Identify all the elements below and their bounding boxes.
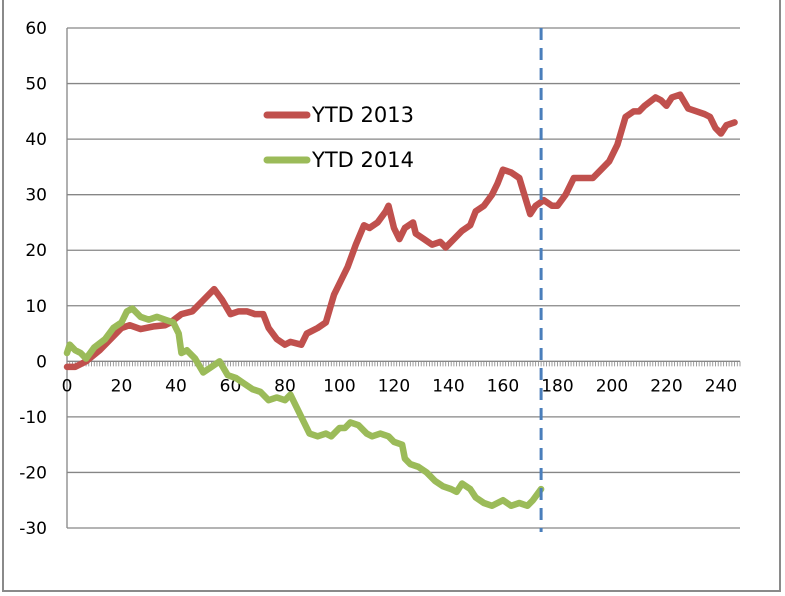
legend-label-2013: YTD 2013 <box>311 103 414 127</box>
y-tick-label: 50 <box>25 75 47 95</box>
x-tick-label: 80 <box>274 376 296 396</box>
y-tick-label: -30 <box>19 519 47 539</box>
legend-label-2014: YTD 2014 <box>311 148 414 172</box>
y-tick-label: -10 <box>19 408 47 428</box>
x-tick-label: 20 <box>111 376 133 396</box>
x-tick-label: 140 <box>432 376 464 396</box>
x-tick-label: 220 <box>650 376 682 396</box>
y-tick-label: 40 <box>25 130 47 150</box>
legend: YTD 2013 YTD 2014 <box>263 103 414 172</box>
x-tick-label: 180 <box>541 376 573 396</box>
series-line-ytd-2013 <box>63 91 738 371</box>
x-tick-label: 240 <box>705 376 737 396</box>
x-tick-label: 120 <box>378 376 410 396</box>
y-tick-label: 30 <box>25 186 47 206</box>
series-line-ytd-2014 <box>63 305 545 510</box>
x-tick-label: 0 <box>62 376 73 396</box>
x-tick-label: 100 <box>323 376 355 396</box>
y-tick-label: 0 <box>36 352 47 372</box>
x-tick-label: 40 <box>165 376 187 396</box>
y-tick-label: 60 <box>25 19 47 39</box>
y-tick-label: 10 <box>25 297 47 317</box>
y-tick-label: -20 <box>19 463 47 483</box>
x-tick-label: 200 <box>596 376 628 396</box>
y-tick-label: 20 <box>25 241 47 261</box>
x-tick-label: 160 <box>487 376 519 396</box>
